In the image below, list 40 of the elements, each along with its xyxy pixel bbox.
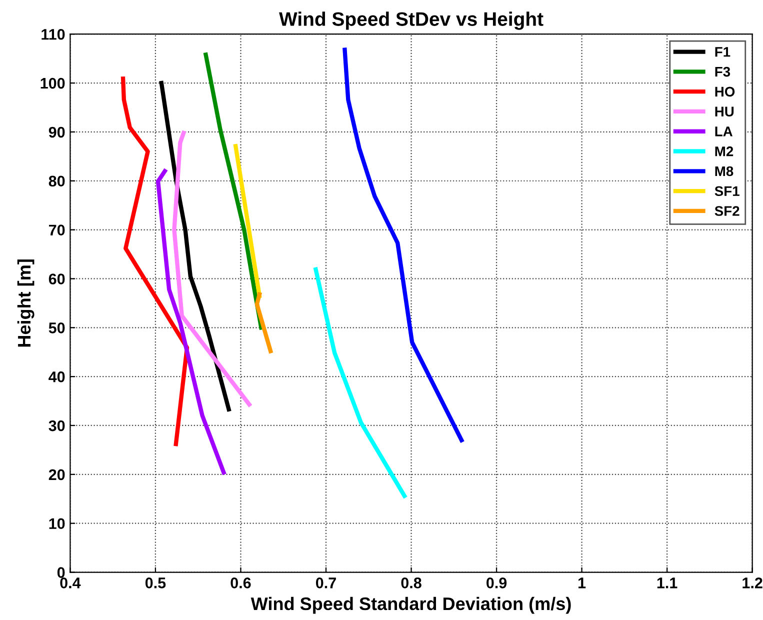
- x-tick-label: 0.5: [145, 578, 166, 588]
- y-tick-label: 30: [48, 420, 65, 432]
- chart-title: Wind Speed StDev vs Height: [279, 12, 544, 30]
- x-tick-label: 0.6: [230, 578, 251, 588]
- line-series: [314, 267, 407, 498]
- line-series: [204, 52, 264, 330]
- line-series: [156, 169, 226, 475]
- legend-label: M8: [715, 166, 734, 176]
- x-tick-label: 1.2: [742, 578, 762, 588]
- legend-label: HU: [715, 106, 734, 116]
- y-tick-label: 40: [48, 371, 65, 382]
- legend-label: F3: [715, 66, 730, 77]
- line-series: [342, 48, 464, 442]
- y-tick-label: 70: [49, 224, 65, 236]
- legend-label: SF1: [714, 186, 740, 196]
- y-tick-label: 0: [57, 567, 65, 578]
- y-tick-label: 50: [48, 322, 65, 334]
- legend-label: HO: [715, 86, 735, 97]
- y-tick-label: 90: [48, 126, 65, 138]
- line-series: [120, 76, 190, 446]
- x-tick-label: 1: [578, 578, 586, 588]
- legend-label: SF2: [714, 206, 740, 216]
- y-tick-label: 110: [42, 28, 65, 40]
- x-tick-label: 0.4: [60, 578, 81, 588]
- y-tick-label: 20: [48, 469, 65, 480]
- y-axis-title: Height [m]: [17, 260, 34, 347]
- legend-label: F1: [715, 47, 730, 57]
- x-tick-label: 0.9: [486, 578, 507, 588]
- y-tick-label: 100: [40, 78, 65, 89]
- y-tick-label: 10: [49, 518, 65, 530]
- legend-label: M2: [715, 146, 734, 156]
- line-series: [172, 130, 252, 407]
- y-tick-label: 60: [48, 274, 65, 284]
- x-tick-label: 0.7: [316, 578, 336, 588]
- x-tick-label: 0.8: [401, 578, 422, 588]
- x-axis-title: Wind Speed Standard Deviation (m/s): [250, 596, 571, 614]
- line-series: [159, 80, 231, 412]
- y-tick-label: 80: [48, 176, 65, 187]
- x-tick-label: 1.1: [657, 578, 678, 588]
- legend-label: LA: [715, 126, 732, 136]
